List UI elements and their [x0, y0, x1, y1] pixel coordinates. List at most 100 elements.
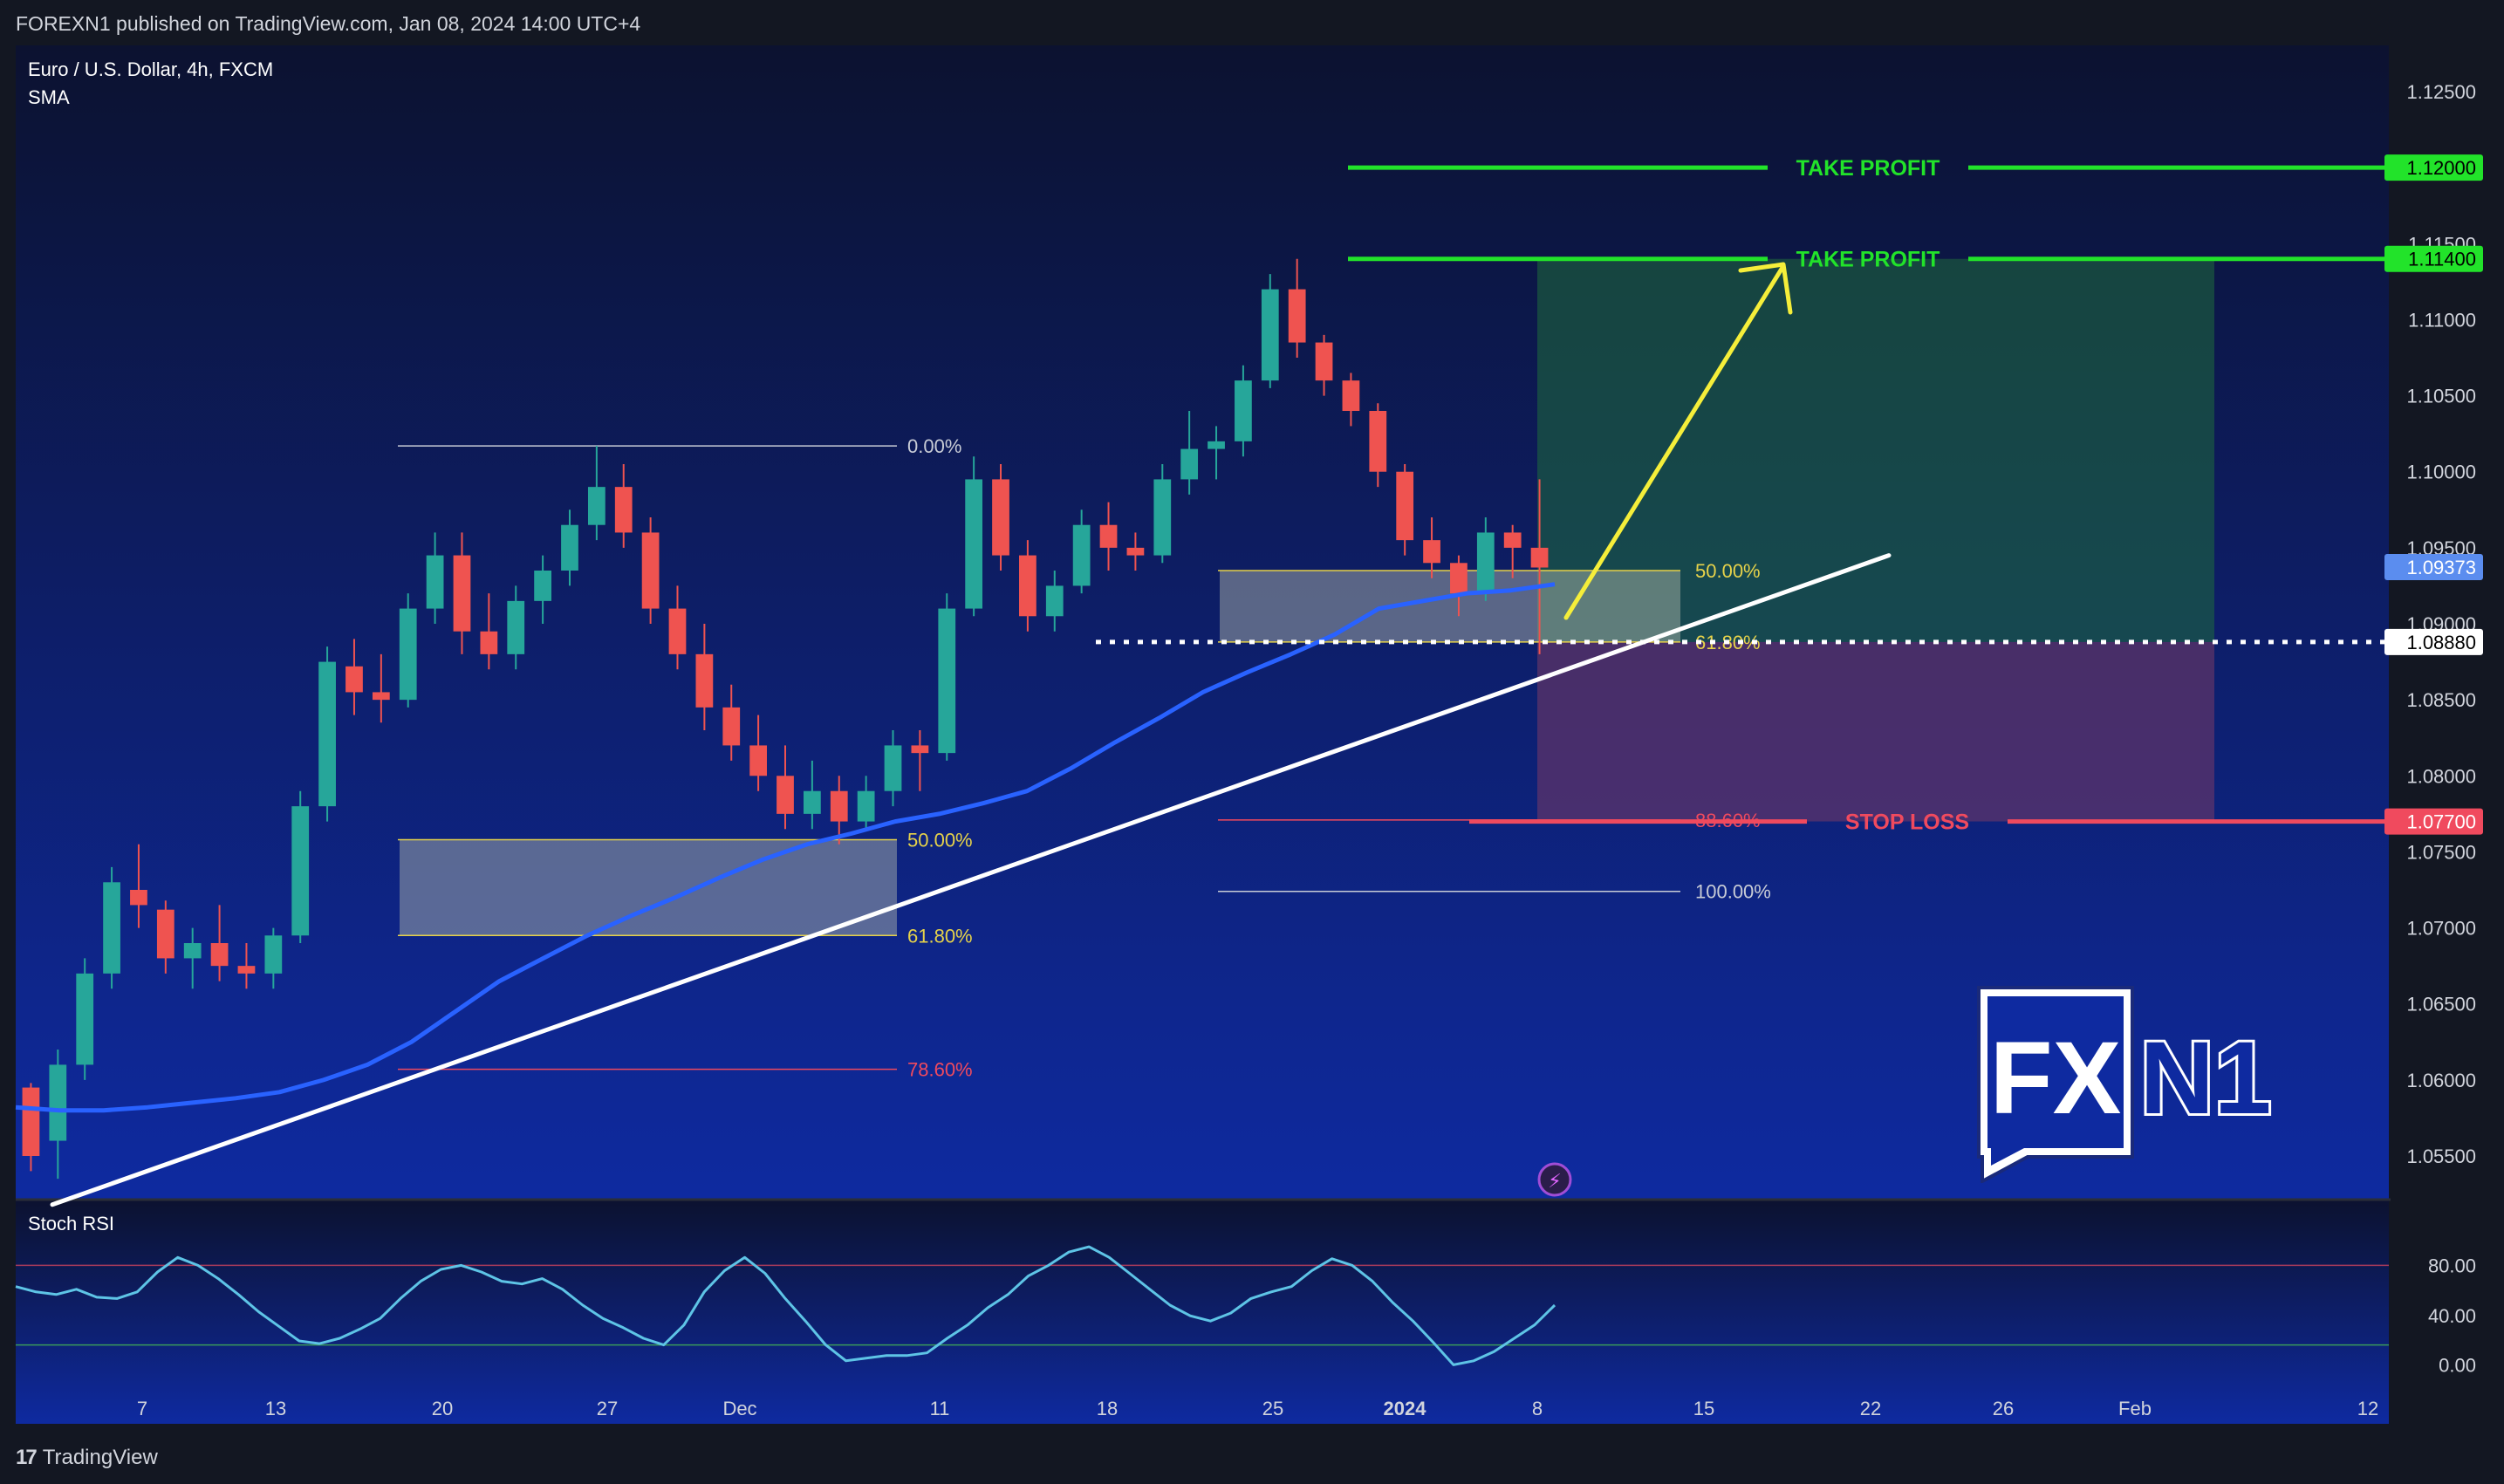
price-tick-label: 1.10500 [2406, 386, 2476, 407]
x-tick-label: Dec [722, 1398, 756, 1419]
price-tick-label: 1.07000 [2406, 918, 2476, 940]
candle-body [1180, 448, 1199, 480]
logo-bubble-inner [1987, 996, 2124, 1166]
tradingview-logo[interactable]: 17 TradingView [16, 1446, 158, 1470]
fib-right-label: 50.00% [1695, 560, 1761, 582]
candle-body [1503, 532, 1522, 548]
candle-body [695, 653, 714, 708]
take-profit-zone[interactable] [1537, 258, 2214, 642]
x-tick-label: 2024 [1384, 1398, 1427, 1419]
price-axis-background [2391, 45, 2490, 1424]
candle-body [1153, 479, 1172, 556]
symbol-name[interactable]: Euro / U.S. Dollar, 4h, FXCM [28, 58, 274, 80]
candle-body [264, 935, 283, 974]
fib-left-label: 50.00% [907, 829, 973, 851]
tradingview-mark-icon: 17 [16, 1446, 38, 1469]
candle-body [561, 524, 578, 571]
fib-left-label: 61.80% [907, 925, 973, 947]
candle-body [1099, 524, 1118, 548]
candle-body [1019, 555, 1036, 617]
fib-zone-right[interactable] [1220, 571, 1680, 642]
price-label-text: 1.08880 [2406, 632, 2476, 653]
candle-body [1450, 563, 1468, 594]
price-label-badge[interactable] [2384, 154, 2483, 181]
candle-body [722, 707, 741, 746]
candle-body [22, 1087, 40, 1156]
candle-body [641, 532, 660, 609]
candle-body [183, 943, 202, 959]
stoch-tick-label: 40.00 [2428, 1305, 2476, 1327]
x-tick-label: 20 [432, 1398, 453, 1419]
candle-body [1126, 547, 1145, 556]
x-tick-label: 12 [2357, 1398, 2378, 1419]
price-tick-label: 1.12500 [2406, 81, 2476, 103]
candle-body [587, 487, 605, 525]
x-tick-label: 27 [597, 1398, 618, 1419]
symbol-info: Euro / U.S. Dollar, 4h, FXCM SMA [28, 56, 273, 112]
event-marker-icon[interactable] [1537, 1162, 1572, 1197]
price-label-badge[interactable] [2384, 553, 2483, 580]
tradingview-brand-label: TradingView [42, 1446, 158, 1469]
lightning-icon: ⚡ [1548, 1171, 1561, 1193]
candle-body [1369, 411, 1387, 472]
fib-left-label: 0.00% [907, 435, 961, 457]
candle-body [1476, 532, 1495, 594]
level-label: TAKE PROFIT [1796, 156, 1940, 181]
price-tick-label: 1.10000 [2406, 462, 2476, 483]
candle-body [1315, 342, 1333, 381]
candle-body [49, 1064, 67, 1141]
price-label-text: 1.12000 [2406, 157, 2476, 179]
price-label-text: 1.09373 [2406, 557, 2476, 578]
x-tick-label: Feb [2118, 1398, 2152, 1419]
x-tick-label: 18 [1097, 1398, 1118, 1419]
candle-body [1423, 540, 1440, 564]
candle-body [1261, 289, 1279, 381]
price-label-badge[interactable] [2384, 628, 2483, 655]
indicator-name[interactable]: SMA [28, 86, 70, 108]
price-label-text: 1.11400 [2408, 249, 2476, 270]
candle-body [507, 600, 525, 654]
candle-body [103, 882, 120, 974]
x-tick-label: 8 [1532, 1398, 1543, 1419]
candle-body [1072, 524, 1091, 586]
fib-left-label: 78.60% [907, 1059, 973, 1081]
target-arrow[interactable] [1563, 263, 1786, 620]
candle-body [372, 692, 390, 701]
price-tick-label: 1.05500 [2406, 1145, 2476, 1167]
price-label-badge[interactable] [2384, 808, 2483, 835]
price-tick-label: 1.06000 [2406, 1070, 2476, 1091]
stoch-tick-label: 80.00 [2428, 1255, 2476, 1276]
x-tick-label: 26 [1993, 1398, 2014, 1419]
trendline[interactable] [50, 553, 1892, 1207]
price-label-badge[interactable] [2384, 245, 2483, 272]
stoch-rsi-line[interactable] [15, 1245, 1556, 1366]
candle-body [938, 608, 956, 754]
candle-body [884, 745, 902, 791]
candle-body [453, 555, 471, 632]
candle-body [210, 943, 229, 967]
logo-fx-text: FX [1990, 1021, 2122, 1136]
candle-body [777, 776, 794, 814]
x-tick-label: 13 [265, 1398, 286, 1419]
stop-loss-zone[interactable] [1537, 641, 2214, 822]
candle-body [318, 661, 336, 807]
publisher-label: FOREXN1 published on TradingView.com, Ja… [16, 12, 641, 35]
candle-body [76, 973, 94, 1065]
candle-body [130, 890, 147, 906]
candle-body [1396, 471, 1414, 541]
price-tick-label: 1.08000 [2406, 765, 2476, 787]
candle-body [965, 479, 983, 609]
fib-zone-left[interactable] [400, 839, 897, 936]
sma-line[interactable] [15, 582, 1556, 1113]
candle-body [992, 479, 1009, 556]
candle-body [480, 631, 498, 654]
candle-body [1045, 585, 1064, 617]
header-bar: FOREXN1 published on TradingView.com, Ja… [0, 0, 2504, 45]
stoch-rsi-title[interactable]: Stoch RSI [28, 1213, 115, 1234]
fxn1-logo: FX N1 [1970, 982, 2302, 1185]
fib-right-label: 100.00% [1695, 881, 1771, 903]
stoch-tick-label: 0.00 [2439, 1354, 2476, 1376]
level-label: STOP LOSS [1845, 810, 1969, 835]
candle-body [911, 745, 929, 754]
